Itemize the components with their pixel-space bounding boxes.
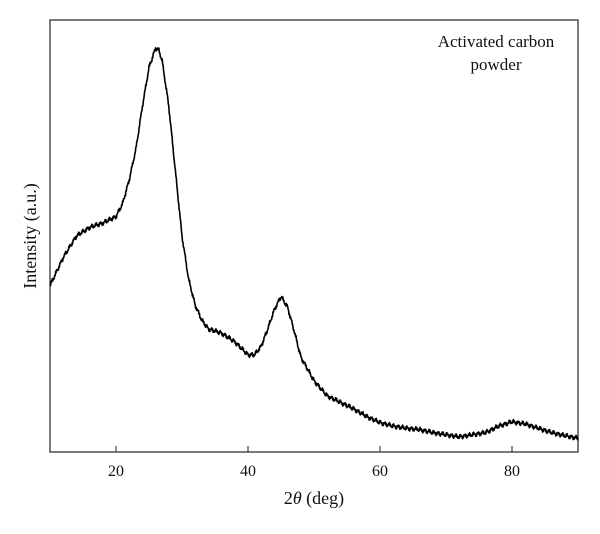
x-axis-title: 2θ (deg) — [284, 488, 344, 509]
x-tick-label: 40 — [240, 463, 256, 480]
x-axis-title-prefix: 2 — [284, 488, 293, 508]
annotation-line-2: powder — [471, 55, 522, 74]
x-tick-label: 60 — [372, 463, 388, 480]
intensity-curve — [49, 46, 579, 441]
x-axis-ticks: 20 40 60 80 — [108, 446, 520, 480]
annotation-line-1: Activated carbon — [438, 32, 555, 51]
plot-area-frame — [49, 19, 579, 453]
x-axis-title-symbol: θ — [293, 488, 302, 508]
x-axis-title-suffix: (deg) — [302, 488, 344, 509]
x-tick-label: 20 — [108, 463, 124, 480]
x-tick-label: 80 — [504, 463, 520, 480]
y-axis-title: Intensity (a.u.) — [20, 183, 41, 288]
